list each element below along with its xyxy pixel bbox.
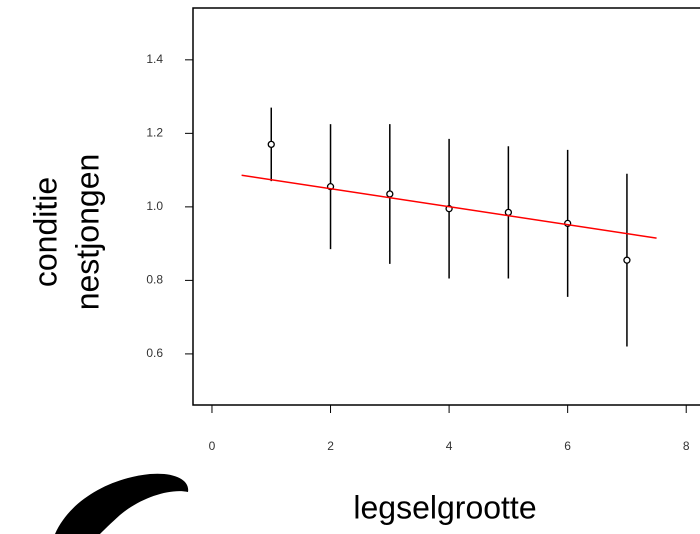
- decoration-blob: [55, 473, 189, 534]
- y-tick-label: 0.8: [146, 273, 163, 287]
- x-tick-label: 0: [209, 439, 216, 453]
- fit-line: [241, 174, 657, 239]
- y-tick-label: 0.6: [146, 346, 163, 360]
- x-tick-label: 4: [446, 439, 453, 453]
- y-tick-label: 1.2: [146, 126, 163, 140]
- point: [386, 190, 394, 198]
- point: [623, 256, 631, 264]
- y-axis-title: nestjongen: [69, 154, 105, 311]
- x-tick-label: 8: [683, 439, 690, 453]
- y-tick-label: 1.4: [146, 52, 163, 66]
- x-tick-label: 2: [327, 439, 334, 453]
- y-tick-label: 1.0: [146, 199, 163, 213]
- point: [504, 208, 513, 217]
- x-tick-label: 6: [564, 439, 571, 453]
- x-axis-title: legselgrootte: [353, 489, 536, 525]
- point: [267, 140, 275, 149]
- y-axis-title: conditie: [27, 177, 63, 287]
